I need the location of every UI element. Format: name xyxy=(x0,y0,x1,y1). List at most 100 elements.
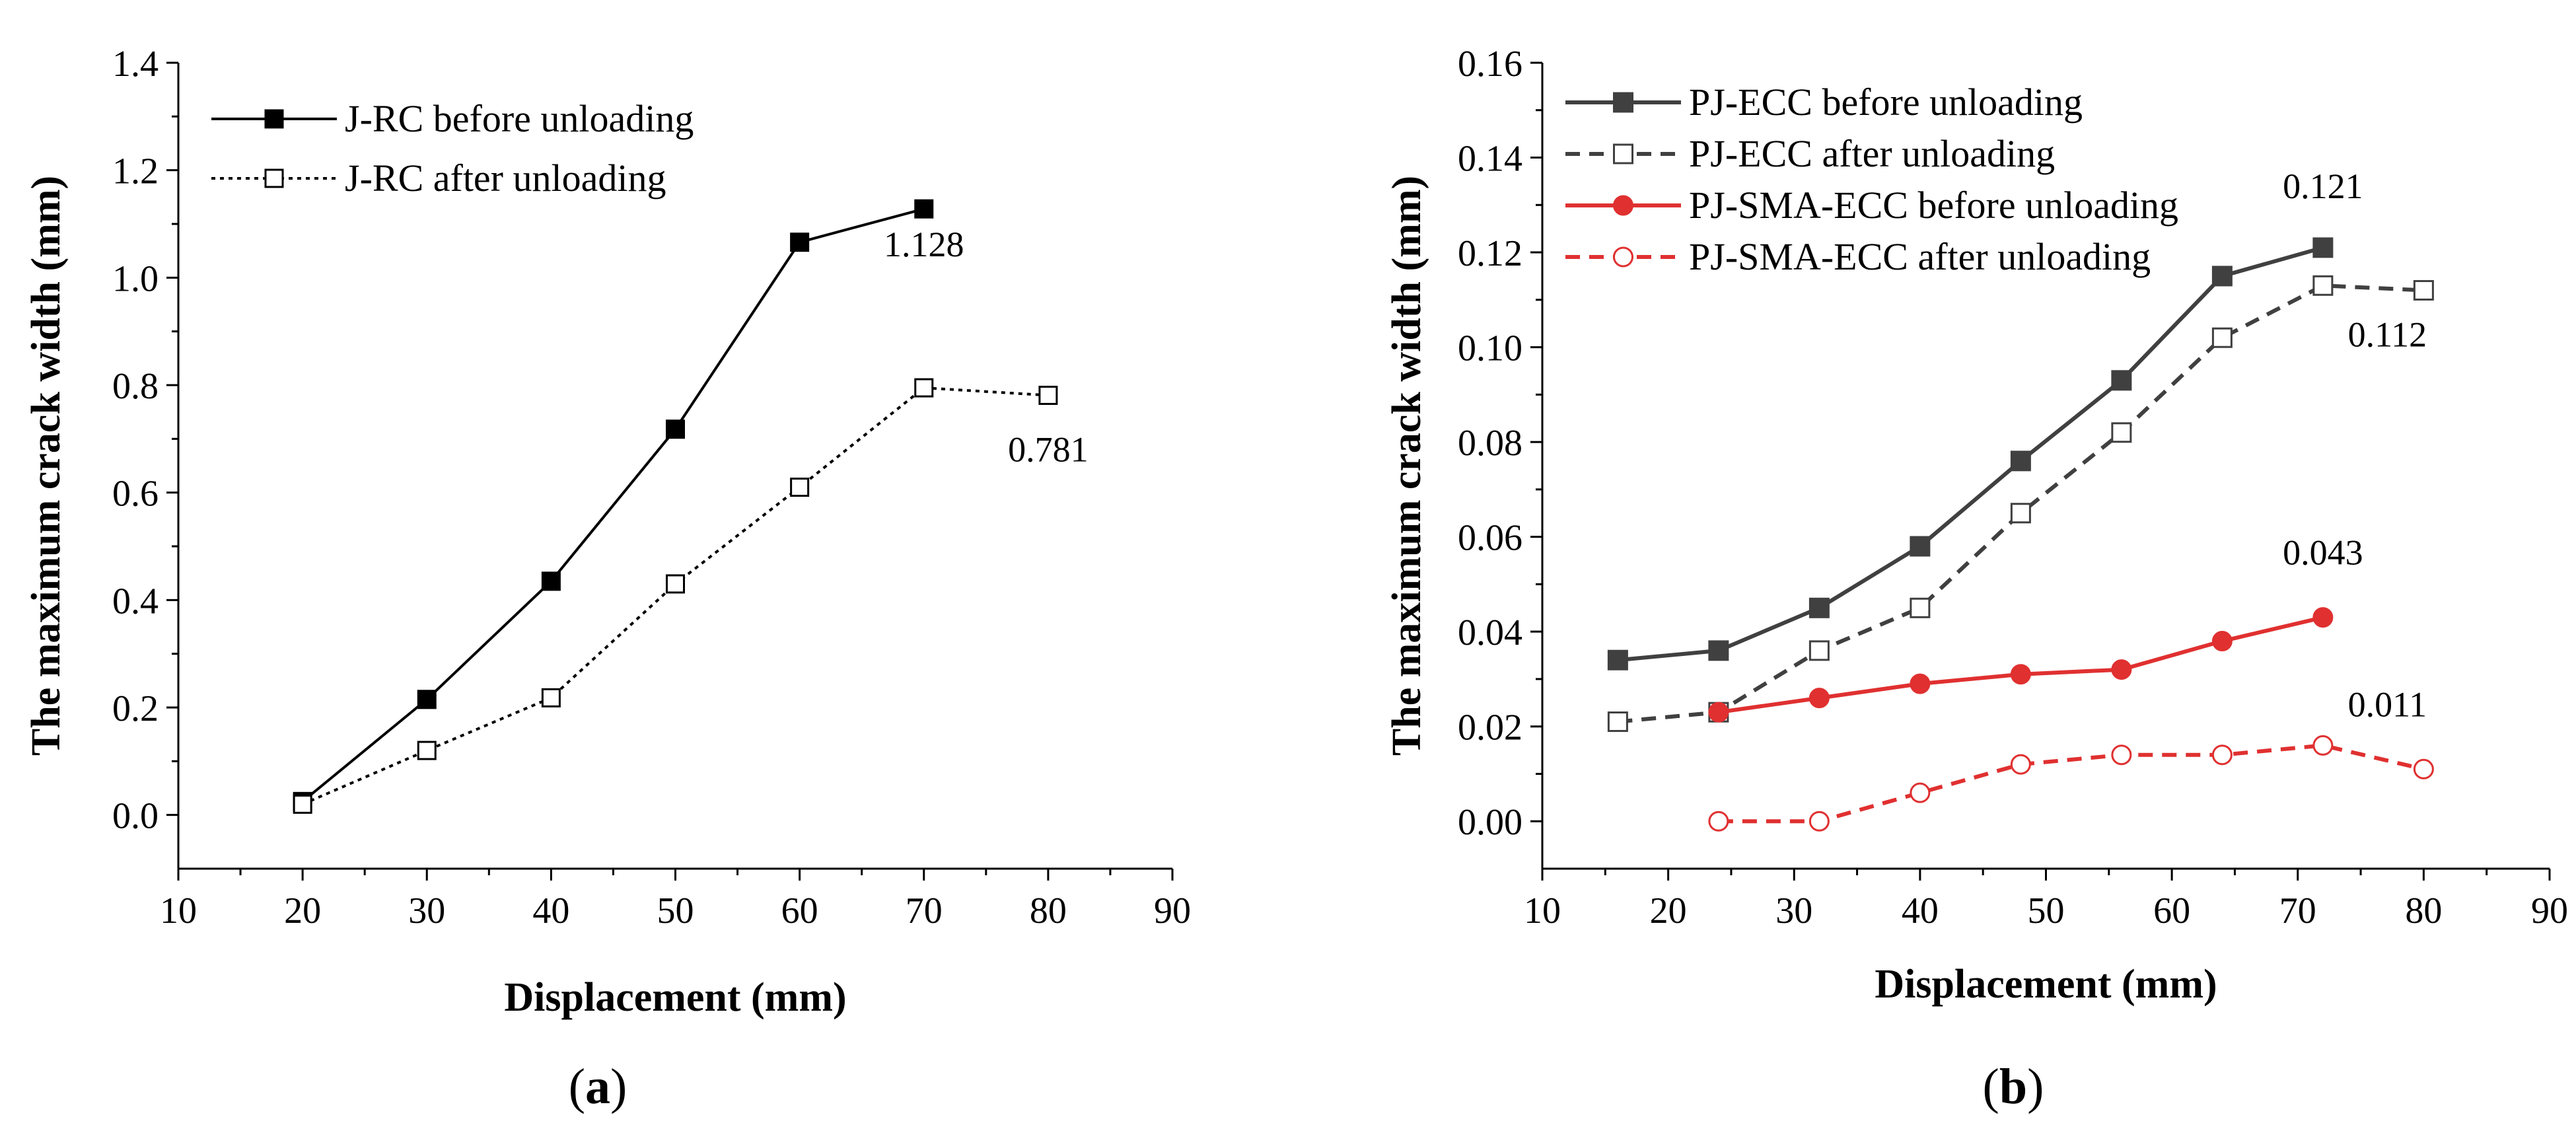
y-tick-label: 0.2 xyxy=(112,688,159,729)
data-point xyxy=(1808,640,1830,661)
legend-label: PJ-ECC after unloading xyxy=(1689,132,2055,175)
caption-open-paren: ( xyxy=(1983,1059,1999,1114)
y-tick-label: 0.04 xyxy=(1458,612,1522,653)
caption-letter: b xyxy=(1999,1059,2027,1114)
data-point xyxy=(2111,422,2132,443)
series-line xyxy=(1618,283,2424,724)
panel-caption: (a) xyxy=(569,1059,627,1114)
data-point xyxy=(417,690,437,709)
data-point xyxy=(1910,673,1931,694)
data-label: 0.043 xyxy=(2283,533,2363,573)
data-point xyxy=(914,378,934,398)
data-point xyxy=(1910,536,1931,557)
data-point xyxy=(2211,327,2233,348)
legend-marker xyxy=(1613,143,1633,164)
legend-label: PJ-SMA-ECC before unloading xyxy=(1689,184,2178,227)
x-axis-title: Displacement (mm) xyxy=(1875,962,2217,1007)
data-point xyxy=(1808,597,1830,618)
data-point xyxy=(1708,640,1729,661)
caption-letter: a xyxy=(585,1059,610,1114)
y-tick-label: 1.2 xyxy=(112,151,159,192)
x-tick-label: 10 xyxy=(1524,890,1561,931)
data-point xyxy=(2010,664,2031,685)
y-tick-label: 0.4 xyxy=(112,581,159,622)
series-1 xyxy=(293,199,934,811)
legend-marker xyxy=(264,109,284,129)
data-point xyxy=(1808,688,1830,709)
y-tick-label: 1.4 xyxy=(112,44,159,85)
data-point xyxy=(541,571,561,591)
chart-panel-a: 10 20 30 40 50 60 70 80 90 0.0 0.2 0.4 0.6 0.8 1.0 1.2 1… xyxy=(24,44,1191,1114)
x-tick-label: 20 xyxy=(1650,890,1687,931)
data-point xyxy=(2312,607,2334,628)
data-label: 0.121 xyxy=(2283,166,2363,206)
legend-marker xyxy=(264,168,284,188)
x-tick-label: 90 xyxy=(1154,890,1191,931)
y-tick-label: 0.14 xyxy=(1458,139,1522,180)
data-point xyxy=(666,574,685,594)
y-tick-label: 0.0 xyxy=(112,796,159,837)
data-point xyxy=(1038,385,1058,405)
series-line xyxy=(1618,245,2324,663)
x-tick-label: 70 xyxy=(2279,890,2316,931)
y-tick-label: 0.6 xyxy=(112,474,159,515)
x-tick-label: 80 xyxy=(2405,890,2442,931)
data-point xyxy=(2111,744,2132,766)
legend-marker xyxy=(1613,92,1633,113)
data-point xyxy=(790,478,810,497)
x-tick-label: 90 xyxy=(2531,890,2568,931)
data-point xyxy=(2312,237,2334,258)
x-tick-label: 30 xyxy=(408,890,445,931)
series-3 xyxy=(1708,607,2334,723)
panel-caption: (b) xyxy=(1983,1059,2044,1114)
x-tick-label: 60 xyxy=(2153,890,2190,931)
y-tick-label: 0.12 xyxy=(1458,233,1522,274)
data-label: 1.128 xyxy=(884,225,964,264)
y-tick-label: 0.00 xyxy=(1458,802,1522,843)
legend-label: PJ-SMA-ECC after unloading xyxy=(1689,235,2151,278)
x-tick-label: 10 xyxy=(160,890,197,931)
series-1 xyxy=(1607,237,2334,670)
x-tick-label: 40 xyxy=(532,890,569,931)
series-4 xyxy=(1708,735,2434,832)
y-tick-label: 0.08 xyxy=(1458,423,1522,464)
x-tick-label: 50 xyxy=(2028,890,2065,931)
data-label: 0.011 xyxy=(2348,684,2427,724)
x-tick-label: 70 xyxy=(906,890,943,931)
series-2 xyxy=(293,378,1058,814)
data-point xyxy=(2010,451,2031,472)
data-point xyxy=(293,794,312,814)
caption-close-paren: ) xyxy=(2027,1059,2044,1114)
x-tick-label: 20 xyxy=(284,890,321,931)
legend: J-RC before unloading J-RC after unloadin… xyxy=(211,97,694,199)
data-point xyxy=(2312,275,2334,296)
x-tick-label: 30 xyxy=(1775,890,1812,931)
data-point xyxy=(914,199,934,219)
data-point xyxy=(1910,782,1931,803)
data-label: 0.112 xyxy=(2348,314,2427,354)
y-axis-title: The maximum crack width (mm) xyxy=(24,176,69,756)
data-point xyxy=(2111,370,2132,391)
data-point xyxy=(1808,811,1830,832)
legend-label: PJ-ECC before unloading xyxy=(1689,81,2083,124)
data-point xyxy=(2111,659,2132,680)
legend-marker xyxy=(1613,246,1633,268)
caption-open-paren: ( xyxy=(569,1059,585,1114)
x-tick-label: 40 xyxy=(1902,890,1939,931)
chart-panel-b: 10 20 30 40 50 60 70 80 90 0.00 0.02 0.04 0.06 0.08 0.… xyxy=(1384,44,2568,1114)
data-point xyxy=(790,233,810,252)
series-line xyxy=(302,386,1048,806)
legend-label: J-RC before unloading xyxy=(345,97,694,140)
x-tick-label: 80 xyxy=(1030,890,1067,931)
data-point xyxy=(541,688,561,707)
series-2 xyxy=(1607,275,2434,733)
legend-marker xyxy=(1613,195,1633,216)
data-point xyxy=(1607,649,1628,670)
y-tick-label: 0.02 xyxy=(1458,707,1522,748)
data-point xyxy=(417,741,437,760)
data-point xyxy=(1910,597,1931,618)
data-point xyxy=(2312,735,2334,756)
x-axis-title: Displacement (mm) xyxy=(504,975,846,1020)
data-point xyxy=(2413,758,2434,779)
